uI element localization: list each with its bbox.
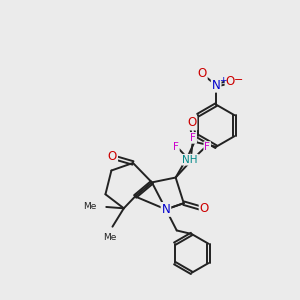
Text: +: +: [219, 76, 226, 85]
Text: O: O: [226, 76, 235, 88]
Text: Me: Me: [103, 232, 116, 242]
Text: F: F: [204, 142, 210, 152]
Text: O: O: [197, 68, 207, 80]
Text: F: F: [173, 142, 179, 152]
Text: N: N: [162, 203, 170, 216]
Text: −: −: [234, 75, 244, 85]
Text: Me: Me: [82, 202, 96, 211]
Text: O: O: [108, 150, 117, 163]
Text: O: O: [187, 116, 196, 130]
Text: NH: NH: [182, 155, 198, 165]
Text: F: F: [190, 133, 196, 143]
Text: N: N: [212, 79, 220, 92]
Text: O: O: [200, 202, 209, 214]
